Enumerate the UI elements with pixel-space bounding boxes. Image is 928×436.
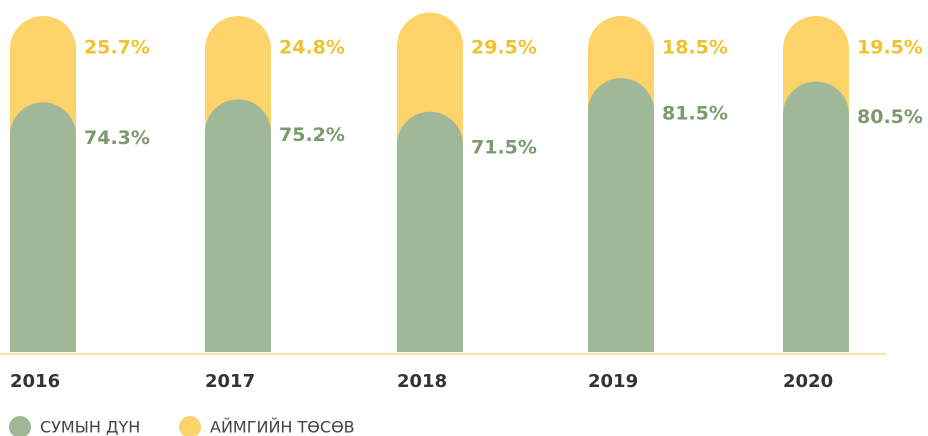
value-label: 25.7%	[84, 37, 150, 59]
bar-segment	[783, 81, 849, 352]
legend-swatch	[179, 416, 201, 436]
legend-label: АЙМГИЙН ТӨСӨВ	[210, 418, 355, 436]
x-tick-label: 2019	[588, 371, 638, 392]
legend-swatch	[9, 416, 31, 436]
bar-segment	[397, 12, 463, 145]
value-label: 19.5%	[857, 37, 923, 59]
value-label: 24.8%	[279, 37, 345, 59]
value-label: 74.3%	[84, 127, 150, 149]
value-label: 75.2%	[279, 124, 345, 146]
bar-segment	[397, 111, 463, 352]
x-tick-label: 2017	[205, 371, 255, 392]
value-label: 18.5%	[662, 37, 728, 59]
value-label: 81.5%	[662, 103, 728, 125]
legend-label: СУМЫН ДҮН	[40, 418, 140, 436]
x-tick-label: 2018	[397, 371, 447, 392]
value-label: 29.5%	[471, 37, 537, 59]
value-label: 71.5%	[471, 136, 537, 158]
value-label: 80.5%	[857, 106, 923, 128]
bar-segment	[205, 99, 271, 352]
x-tick-label: 2016	[10, 371, 60, 392]
bar-segment	[588, 78, 654, 352]
x-tick-label: 2020	[783, 371, 833, 392]
bar-segment	[10, 16, 76, 136]
bar-segment	[205, 16, 271, 133]
bar-segment	[10, 102, 76, 352]
